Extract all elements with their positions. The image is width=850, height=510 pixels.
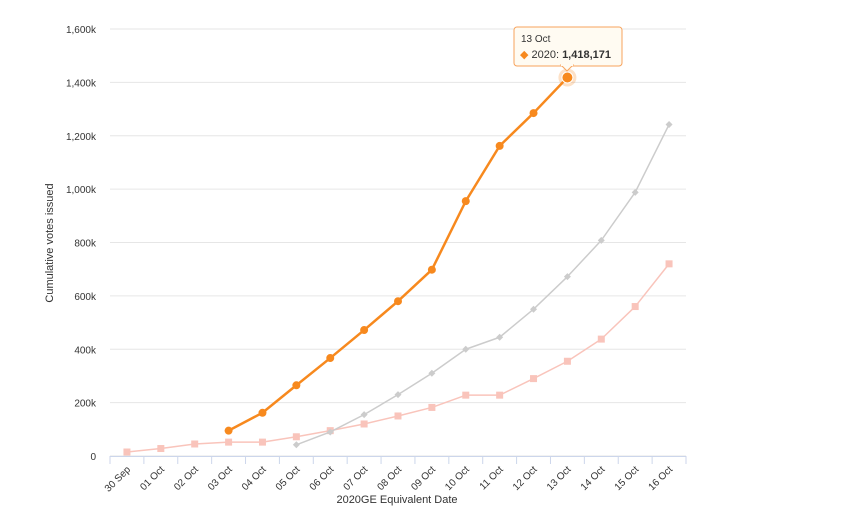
- x-tick-label: 30 Sep: [103, 464, 133, 494]
- data-point: [496, 333, 504, 341]
- x-axis-title: 2020GE Equivalent Date: [336, 494, 457, 506]
- tooltip-bullet-icon: ◆: [520, 49, 529, 61]
- y-tick-label: 800k: [74, 239, 97, 250]
- data-point: [428, 369, 436, 377]
- data-point[interactable]: [394, 297, 402, 306]
- data-point: [394, 391, 402, 399]
- series-2: [224, 68, 577, 435]
- data-point[interactable]: [561, 71, 574, 84]
- data-point[interactable]: [461, 197, 470, 206]
- tooltip: 13 Oct ◆ 2020: 1,418,171: [513, 26, 623, 72]
- data-point[interactable]: [495, 141, 504, 150]
- data-point: [530, 375, 538, 383]
- x-tick-label: 15 Oct: [613, 464, 642, 493]
- data-point[interactable]: [224, 426, 233, 435]
- data-point: [665, 260, 673, 268]
- data-point: [225, 438, 233, 446]
- y-tick-label: 1,000k: [66, 185, 97, 196]
- data-point: [665, 121, 673, 129]
- x-tick-label: 12 Oct: [511, 464, 540, 493]
- data-point: [496, 391, 504, 399]
- data-point[interactable]: [360, 326, 369, 335]
- data-point: [360, 411, 368, 419]
- series-line: [228, 76, 569, 432]
- tooltip-series-label: 2020:: [531, 49, 562, 61]
- data-point: [530, 305, 538, 313]
- x-tick-label: 03 Oct: [206, 464, 235, 493]
- data-point: [597, 236, 605, 244]
- axes: 0 200k 400k 600k 800k 1,000k 1,200k 1,400k 1,600…: [66, 25, 687, 495]
- y-tick-label: 600k: [74, 292, 97, 303]
- x-tick-label: 01 Oct: [138, 464, 167, 493]
- series-1: [292, 121, 673, 449]
- data-point: [394, 412, 402, 420]
- data-point: [292, 441, 300, 449]
- tooltip-value-line: ◆ 2020: 1,418,171: [520, 49, 611, 61]
- y-tick-label: 400k: [74, 345, 97, 356]
- y-axis-title: Cumulative votes issued: [44, 183, 56, 302]
- y-tick-label: 0: [90, 452, 96, 463]
- data-point[interactable]: [292, 381, 301, 390]
- data-point: [428, 403, 436, 411]
- y-tick-label: 200k: [74, 399, 97, 410]
- data-point: [462, 345, 470, 353]
- data-point: [631, 303, 639, 311]
- data-point[interactable]: [326, 354, 335, 363]
- data-point: [292, 433, 300, 441]
- x-tick-label: 05 Oct: [274, 464, 303, 493]
- x-tick-label: 13 Oct: [545, 464, 574, 493]
- grid-lines: [110, 28, 686, 457]
- y-tick-label: 1,200k: [66, 132, 97, 143]
- x-tick-label: 14 Oct: [579, 464, 608, 493]
- data-point: [191, 440, 199, 448]
- tooltip-date: 13 Oct: [521, 34, 551, 45]
- x-tick-label: 06 Oct: [308, 464, 337, 493]
- data-point[interactable]: [427, 265, 436, 274]
- data-point[interactable]: [258, 408, 267, 417]
- x-tick-label: 02 Oct: [172, 464, 201, 493]
- data-point: [462, 391, 470, 399]
- data-point: [631, 188, 639, 196]
- series-layer: [123, 68, 673, 456]
- x-tick-label: 10 Oct: [443, 464, 472, 493]
- y-tick-label: 1,600k: [66, 25, 97, 36]
- x-tick-label: 04 Oct: [240, 464, 269, 493]
- data-point: [563, 273, 571, 281]
- x-tick-label: 09 Oct: [409, 464, 438, 493]
- x-tick-label: 16 Oct: [647, 464, 676, 493]
- data-point[interactable]: [529, 109, 538, 118]
- data-point: [360, 420, 368, 428]
- series-0: [123, 260, 673, 456]
- data-point: [563, 357, 571, 365]
- y-tick-label: 1,400k: [66, 78, 97, 89]
- data-point: [597, 335, 605, 343]
- data-point: [157, 445, 165, 453]
- data-point: [258, 438, 266, 446]
- data-point: [123, 448, 131, 456]
- data-point: [326, 428, 334, 436]
- x-tick-label: 11 Oct: [478, 464, 506, 492]
- series-line: [126, 263, 670, 453]
- x-tick-label: 08 Oct: [376, 464, 405, 493]
- series-line: [296, 124, 670, 446]
- tooltip-value: 1,418,171: [562, 49, 611, 61]
- x-tick-label: 07 Oct: [342, 464, 371, 493]
